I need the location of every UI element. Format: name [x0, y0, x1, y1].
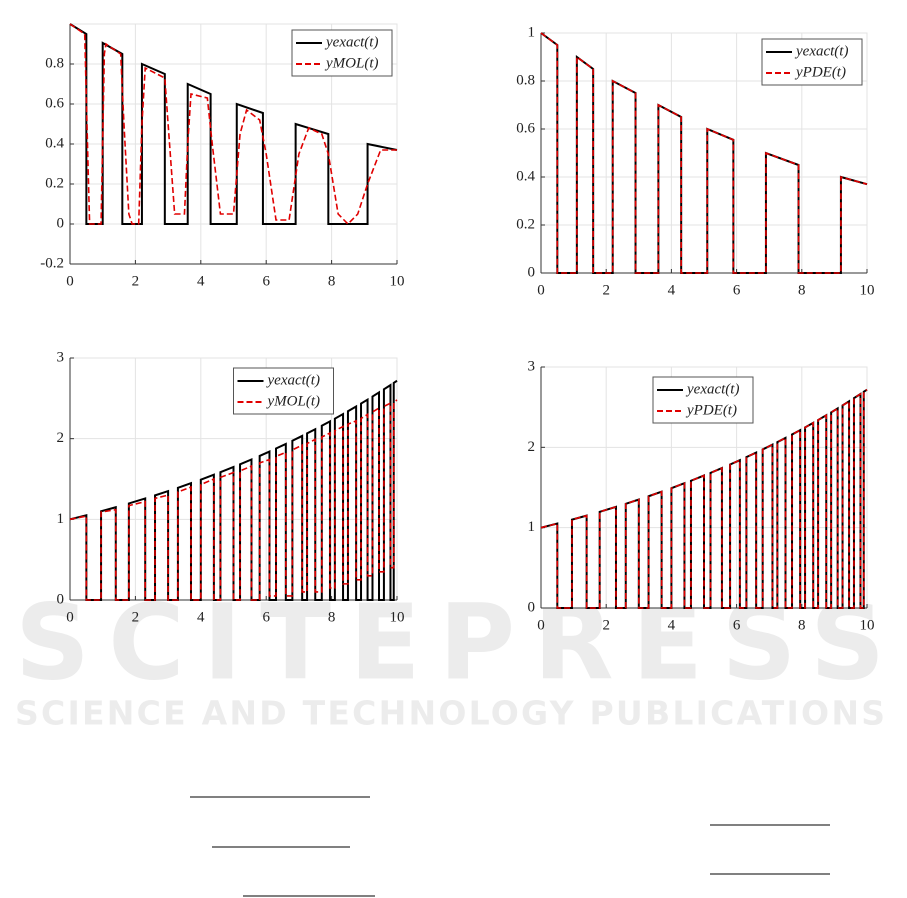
y-tick-label: 0.8 [45, 55, 64, 71]
x-tick-label: 0 [66, 273, 74, 289]
x-tick-label: 10 [390, 609, 405, 625]
y-tick-label: 0 [57, 215, 65, 231]
y-tick-label: 0.4 [516, 168, 535, 184]
x-tick-label: 6 [733, 617, 741, 633]
x-tick-label: 4 [197, 609, 205, 625]
series-line [69, 379, 398, 601]
legend-label: yPDE(t) [794, 64, 846, 80]
y-tick-label: 0.6 [45, 95, 64, 111]
y-tick-label: 0.4 [45, 135, 64, 151]
fraction-bars [190, 796, 830, 897]
x-tick-label: 8 [798, 617, 806, 633]
x-tick-label: 0 [537, 282, 545, 298]
legend-label: yexact(t) [685, 381, 739, 397]
legend-label: yexact(t) [794, 43, 848, 59]
x-tick-label: 8 [328, 273, 336, 289]
x-tick-label: 10 [860, 617, 875, 633]
x-tick-label: 6 [733, 282, 741, 298]
legend-label: yexact(t) [266, 372, 320, 388]
y-tick-label: 3 [57, 349, 65, 365]
x-tick-label: 2 [132, 273, 140, 289]
x-tick-label: 4 [197, 273, 205, 289]
y-tick-label: 2 [57, 430, 65, 446]
series-line [69, 23, 397, 226]
series-line [540, 32, 868, 274]
x-tick-label: 2 [602, 282, 610, 298]
legend-box [233, 367, 334, 415]
watermark-subtitle: SCIENCE AND TECHNOLOGY PUBLICATIONS [15, 694, 885, 733]
y-tick-label: 0 [528, 599, 536, 615]
x-tick-label: 6 [262, 609, 270, 625]
series-line [540, 388, 868, 609]
x-tick-label: 8 [328, 609, 336, 625]
y-tick-label: 1 [528, 24, 536, 40]
y-tick-label: 3 [528, 358, 536, 374]
x-tick-label: 0 [537, 617, 545, 633]
y-tick-label: 1 [57, 511, 65, 527]
chart: 0 1 2 3 0 2 4 6 8 10 yexact(t) yMOL(t) [57, 349, 405, 625]
y-tick-label: -0.2 [40, 255, 64, 271]
y-tick-label: 0 [57, 591, 65, 607]
y-tick-label: 0.8 [516, 72, 535, 88]
chart: 0 1 2 3 0 2 4 6 8 10 yexact(t) yPDE(t) [528, 358, 875, 633]
legend-label: yexact(t) [324, 34, 378, 50]
legend-box [761, 38, 863, 86]
x-tick-label: 10 [390, 273, 405, 289]
y-tick-label: 1 [528, 519, 536, 535]
y-tick-label: 0.6 [516, 120, 535, 136]
y-tick-label: 0 [528, 264, 536, 280]
y-tick-label: 0.2 [45, 175, 64, 191]
x-tick-label: 10 [860, 282, 875, 298]
legend-box [291, 29, 393, 77]
x-tick-label: 2 [602, 617, 610, 633]
series-line [69, 399, 398, 601]
x-tick-label: 4 [668, 282, 676, 298]
x-tick-label: 4 [668, 617, 676, 633]
legend-box [652, 376, 754, 424]
legend-label: yMOL(t) [266, 393, 321, 409]
x-tick-label: 8 [798, 282, 806, 298]
legend-label: yMOL(t) [324, 55, 379, 71]
x-tick-label: 6 [262, 273, 270, 289]
x-tick-label: 0 [66, 609, 74, 625]
y-tick-label: 2 [528, 439, 536, 455]
x-tick-label: 2 [132, 609, 140, 625]
y-tick-label: 0.2 [516, 216, 535, 232]
legend-label: yPDE(t) [685, 402, 737, 418]
